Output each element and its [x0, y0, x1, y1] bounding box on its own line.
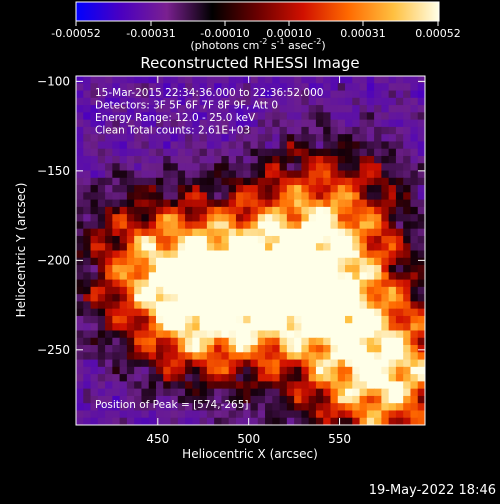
- colorbar-ticks: -0.00052 -0.00031 -0.00010 0.00010 0.00031 0.…: [51, 21, 461, 40]
- chart-title: Reconstructed RHESSI Image: [140, 54, 359, 72]
- info-line: Energy Range: 12.0 - 25.0 keV: [95, 112, 256, 124]
- observation-info: 15-Mar-2015 22:34:36.000 to 22:36:52.000…: [95, 87, 323, 137]
- x-axis-label: Heliocentric X (arcsec): [182, 447, 318, 461]
- colorbar-unit-label: (photons cm-2 s-1 asec-2): [190, 37, 325, 52]
- colorbar-tick-label: 0.00031: [340, 27, 386, 40]
- axis-ticks: 450 500 550 −100 −150 −200 −250: [37, 74, 425, 446]
- y-tick-label: −250: [37, 343, 70, 357]
- heatmap-image: [76, 76, 425, 425]
- y-tick-label: −150: [37, 164, 70, 178]
- colorbar-tick-label: -0.00031: [126, 27, 175, 40]
- info-line: 15-Mar-2015 22:34:36.000 to 22:36:52.000: [95, 87, 323, 99]
- plot-frame: [75, 75, 426, 426]
- peak-position-label: Position of Peak = [574,-265]: [95, 399, 249, 411]
- y-tick-label: −100: [37, 74, 70, 88]
- footer-timestamp: 19-May-2022 18:46: [369, 483, 496, 498]
- colorbar-tick-label: 0.00052: [415, 27, 461, 40]
- info-line: Clean Total counts: 2.61E+03: [95, 125, 250, 137]
- x-tick-label: 550: [328, 432, 351, 446]
- colorbar-tick-label: 0.00010: [266, 27, 312, 40]
- colorbar: [75, 1, 440, 22]
- colorbar-tick-label: -0.00052: [51, 27, 100, 40]
- x-tick-label: 450: [146, 432, 169, 446]
- y-tick-label: −200: [37, 253, 70, 267]
- y-axis-label: Heliocentric Y (arcsec): [14, 183, 28, 318]
- x-tick-label: 500: [237, 432, 260, 446]
- info-line: Detectors: 3F 5F 6F 7F 8F 9F, Att 0: [95, 100, 278, 112]
- colorbar-tick-label: -0.00010: [200, 27, 249, 40]
